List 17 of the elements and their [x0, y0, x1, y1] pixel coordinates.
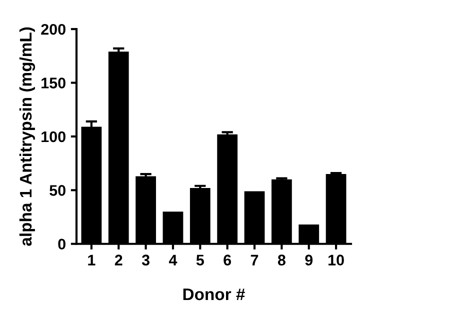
y-tick-label: 50 [50, 185, 66, 196]
y-tick-label: 150 [42, 78, 66, 88]
x-tick-label: 4 [168, 254, 178, 266]
x-tick-label: 9 [305, 254, 313, 266]
y-tick-label: 200 [41, 24, 66, 35]
x-axis-title: Donor # [183, 288, 245, 300]
x-tick-label: 2 [114, 254, 122, 266]
x-tick-label: 7 [250, 254, 258, 266]
x-tick-label: 10 [328, 254, 344, 266]
x-tick-label: 8 [278, 254, 286, 266]
y-axis-title: alpha 1 Antitrypsin (mg/mL) [19, 27, 36, 246]
x-tick-label: 1 [88, 254, 96, 266]
x-tick-label: 5 [196, 254, 204, 266]
x-tick-label: 3 [142, 254, 150, 266]
y-tick-label: 100 [42, 131, 66, 142]
y-tick-label: 0 [58, 238, 66, 250]
x-tick-label: 6 [224, 254, 232, 266]
